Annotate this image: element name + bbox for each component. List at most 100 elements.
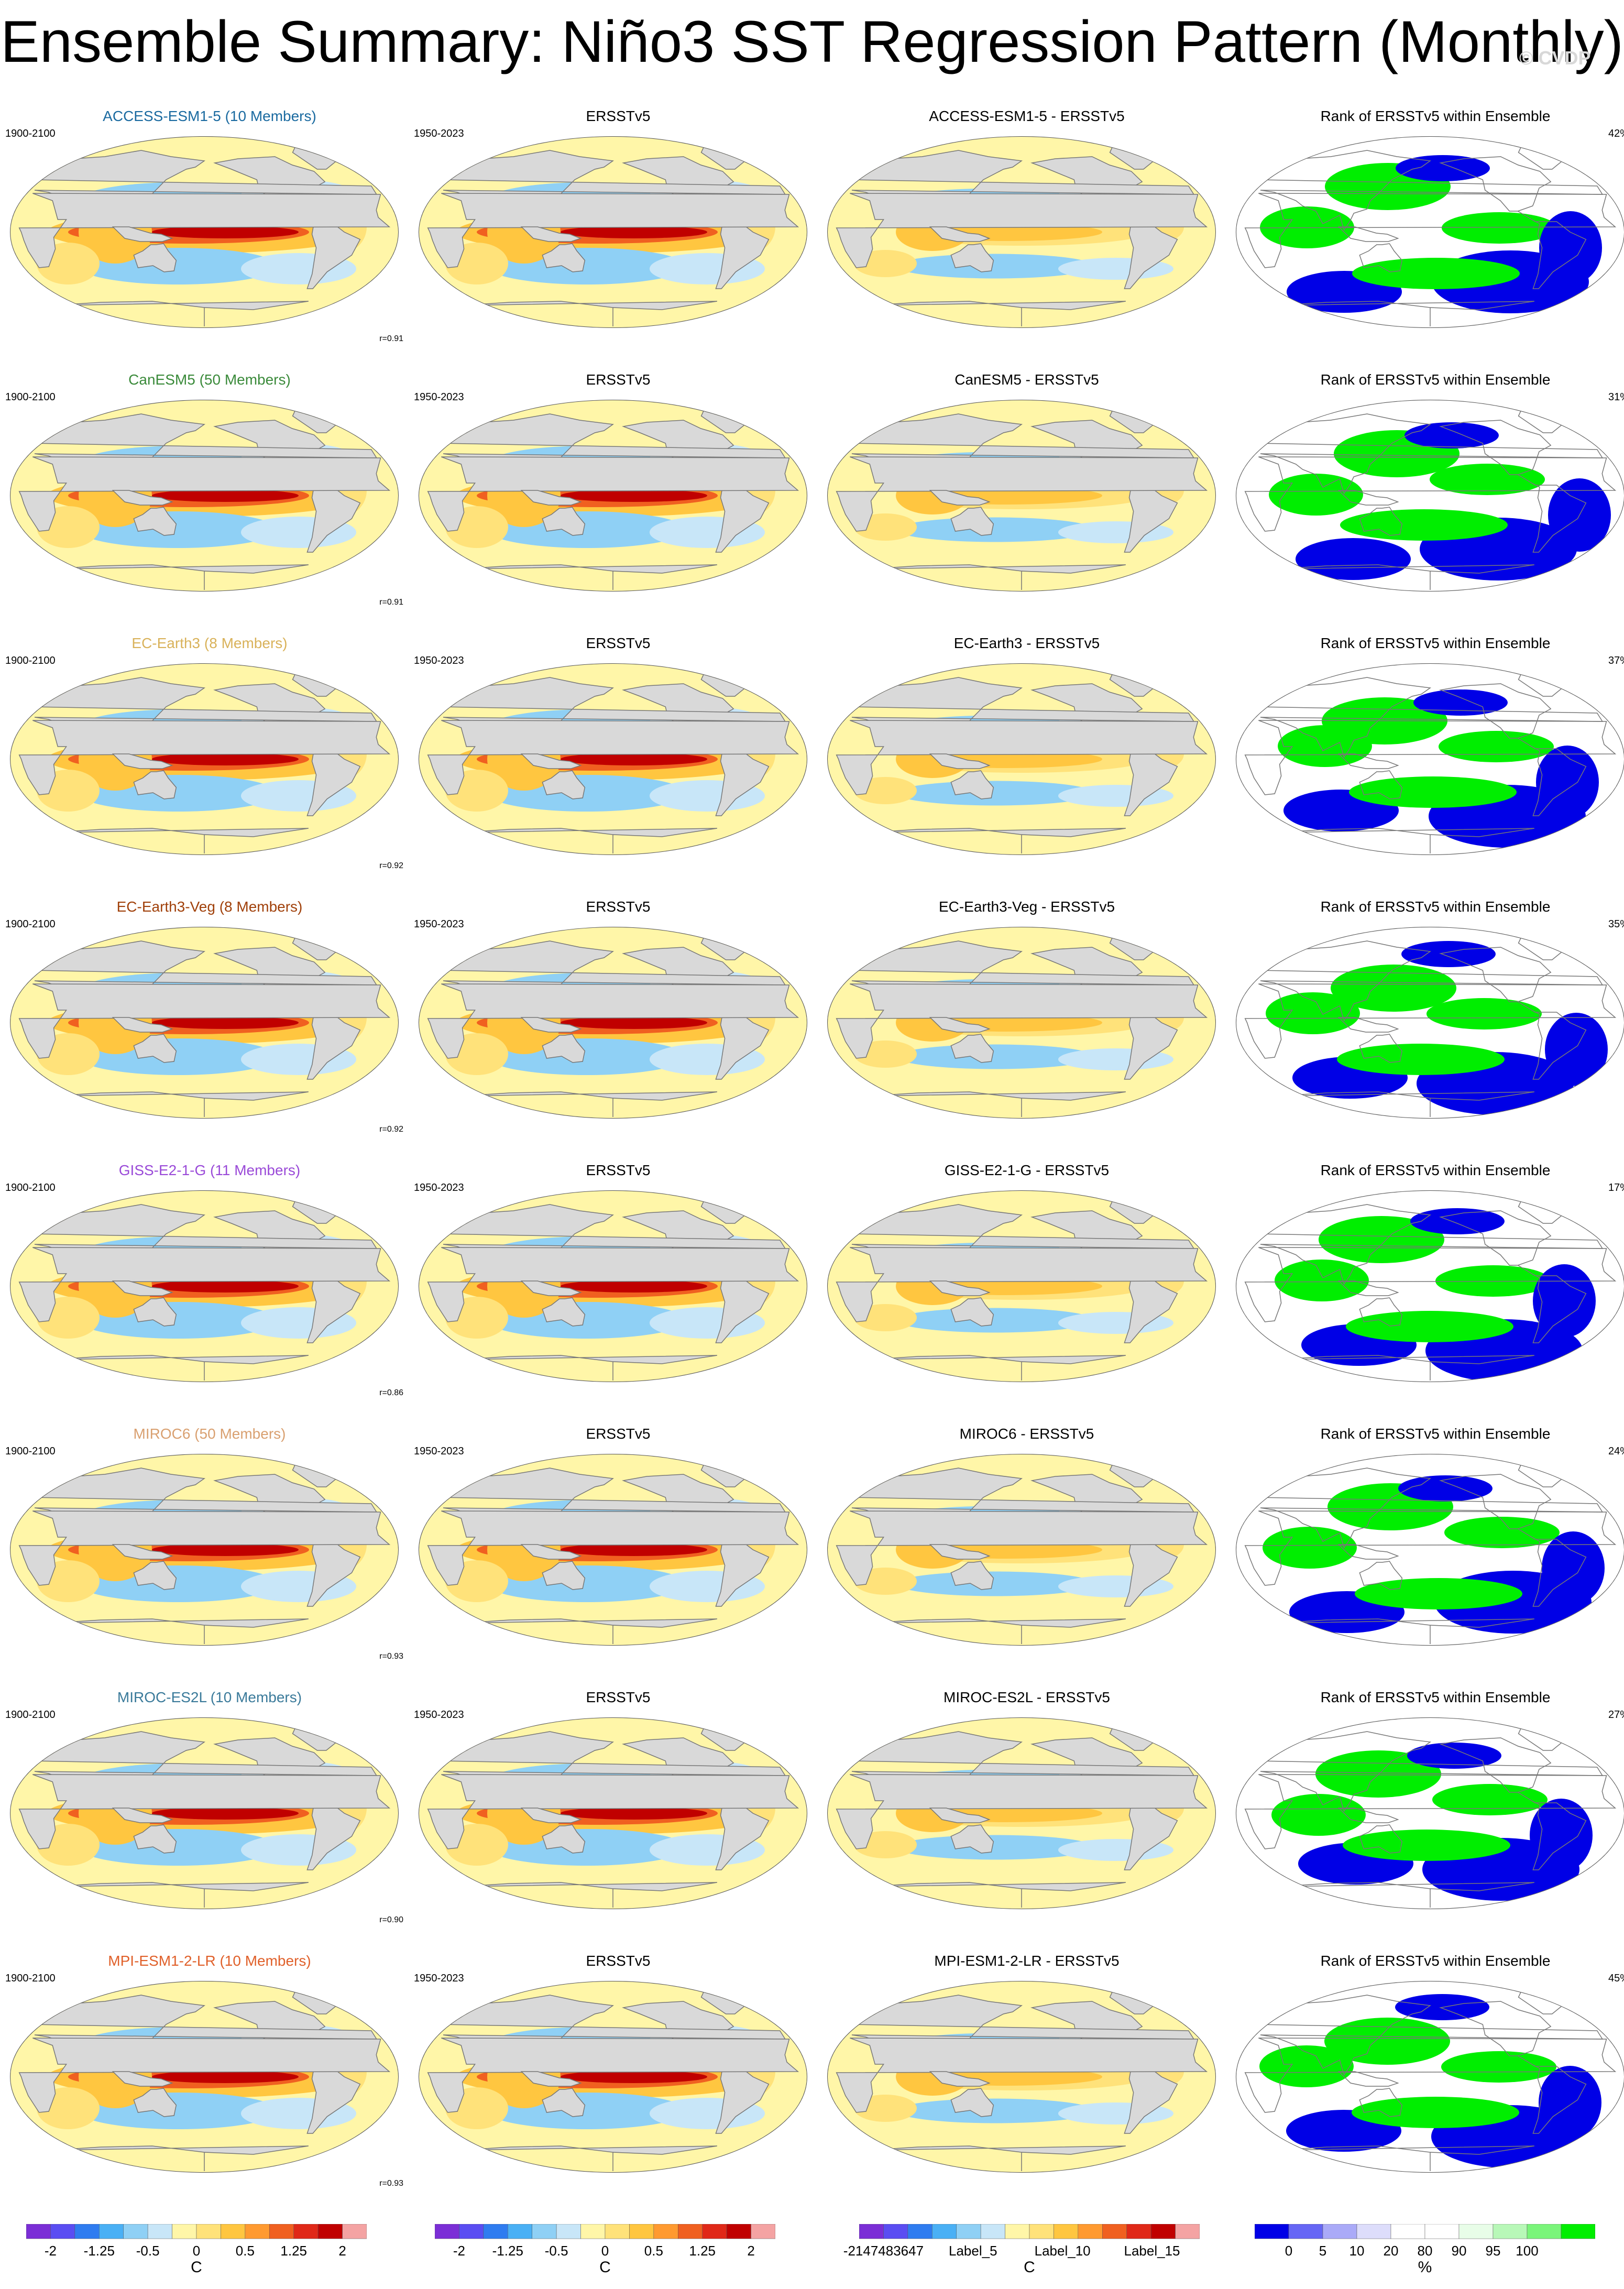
diff-panel: MPI-ESM1-2-LR - ERSSTv5 — [822, 1952, 1231, 2214]
australia-landmass — [950, 1297, 994, 1327]
antarctica-landmass — [461, 1091, 717, 1117]
colorbar-swatch — [1356, 2224, 1391, 2239]
sst-regression-map — [10, 1454, 399, 1646]
sst-regression-map — [10, 663, 399, 855]
australia-landmass — [542, 770, 586, 799]
sst-regression-map — [10, 136, 399, 328]
africa-landmass — [836, 1774, 1208, 1849]
australia-landmass — [1359, 1034, 1403, 1063]
diff-panel: EC-Earth3 - ERSSTv5 — [822, 634, 1231, 896]
sst-anomaly-region — [152, 1016, 299, 1029]
obs-panel: ERSSTv5 1950-2023 — [414, 1425, 822, 1687]
rank-percent-label: 35% — [1608, 918, 1624, 930]
sst-anomaly-region — [561, 2071, 707, 2083]
sst-anomaly-region — [896, 2098, 1095, 2123]
sst-anomaly-region — [896, 781, 1095, 806]
australia-landmass — [1359, 770, 1403, 799]
colorbar-swatch — [751, 2224, 775, 2239]
colorbar-swatch — [702, 2224, 727, 2239]
antarctica-landmass — [52, 1355, 309, 1381]
model-panel: MPI-ESM1-2-LR (10 Members) 1900-2100 r=0.9… — [5, 1952, 414, 2214]
sst-regression-map — [10, 1190, 399, 1382]
africa-landmass — [427, 193, 799, 268]
africa-landmass — [1244, 2038, 1617, 2113]
africa-landmass — [427, 1247, 799, 1322]
sst-regression-map — [419, 927, 807, 1119]
rank-region — [1266, 992, 1360, 1034]
australia-landmass — [133, 507, 177, 536]
antarctica-landmass — [52, 2145, 309, 2171]
sst-anomaly-region — [896, 1571, 1095, 1596]
maritime-continent-landmass — [1337, 753, 1399, 769]
panel-title: GISS-E2-1-G (11 Members) — [118, 1162, 301, 1178]
colorbar-tick-label: 80 — [1417, 2243, 1433, 2259]
eurasia-landmass — [1258, 1731, 1604, 1812]
sst-anomaly-region — [561, 1543, 707, 1556]
rank-region — [1355, 1578, 1522, 1609]
maritime-continent-landmass — [112, 490, 173, 506]
sst-regression-map — [827, 1454, 1216, 1646]
maritime-continent-landmass — [112, 1017, 173, 1033]
colorbar-swatch — [678, 2224, 703, 2239]
model-panel: MIROC6 (50 Members) 1900-2100 r=0.93 — [5, 1425, 414, 1687]
africa-landmass — [427, 456, 799, 532]
maritime-continent-landmass — [929, 490, 991, 506]
rank-region — [1275, 1260, 1369, 1301]
colorbar-swatch — [1561, 2224, 1595, 2239]
maritime-continent-landmass — [929, 2071, 991, 2087]
maritime-continent-landmass — [520, 1280, 582, 1296]
australia-landmass — [542, 1561, 586, 1590]
colorbar-swatch — [932, 2224, 957, 2239]
maritime-continent-landmass — [1337, 1808, 1399, 1823]
colorbar-tick-label: 0.5 — [644, 2243, 663, 2259]
africa-landmass — [18, 193, 391, 268]
eurasia-landmass — [1258, 1467, 1604, 1549]
rank-region — [1439, 731, 1554, 762]
africa-landmass — [18, 983, 391, 1059]
rank-region — [1444, 1517, 1560, 1548]
rank-panel: Rank of ERSSTv5 within Ensemble 37% — [1231, 634, 1624, 896]
model-panel: EC-Earth3 (8 Members) 1900-2100 r=0.92 — [5, 634, 414, 896]
rank-region — [1413, 689, 1508, 716]
africa-landmass — [18, 1510, 391, 1586]
colorbar-swatch — [1458, 2224, 1494, 2239]
rank-map — [1236, 927, 1624, 1119]
antarctica-landmass — [461, 301, 717, 326]
sst-anomaly-region — [561, 1280, 707, 1293]
rank-region — [1324, 2018, 1450, 2065]
colorbar-swatch — [459, 2224, 484, 2239]
antarctica-landmass — [870, 1355, 1126, 1381]
panel-title: MPI-ESM1-2-LR (10 Members) — [108, 1953, 311, 1969]
rank-region — [1404, 422, 1499, 448]
panel-title: GISS-E2-1-G - ERSSTv5 — [944, 1162, 1110, 1178]
rank-region — [1530, 1799, 1593, 1872]
sst-anomaly-region — [152, 226, 299, 238]
maritime-continent-landmass — [520, 1808, 582, 1823]
australia-landmass — [950, 2088, 994, 2117]
sst-anomaly-region — [984, 1807, 1101, 1820]
colorbar-tick-label: -0.5 — [544, 2243, 568, 2259]
panel-title: Rank of ERSSTv5 within Ensemble — [1320, 108, 1551, 124]
panel-title: MIROC6 (50 Members) — [133, 1426, 286, 1442]
rank-region — [1263, 1527, 1357, 1569]
africa-landmass — [836, 1247, 1208, 1322]
rank-region — [1542, 1531, 1605, 1605]
sst-anomaly-region — [896, 254, 1095, 279]
rank-map — [1236, 1981, 1624, 2173]
panel-title: EC-Earth3-Veg - ERSSTv5 — [938, 899, 1115, 915]
colorbar-swatch — [99, 2224, 124, 2239]
colorbar-ramp — [435, 2224, 775, 2239]
africa-landmass — [18, 456, 391, 532]
colorbar-swatch — [605, 2224, 630, 2239]
sst-anomaly-region — [561, 226, 707, 238]
rank-region — [1427, 998, 1542, 1029]
africa-landmass — [427, 720, 799, 795]
pattern-correlation-label: r=0.91 — [379, 598, 403, 607]
rank-region — [1401, 941, 1496, 967]
maritime-continent-landmass — [1337, 1544, 1399, 1560]
panel-title: ERSSTv5 — [586, 899, 651, 915]
panel-title: CanESM5 - ERSSTv5 — [954, 371, 1099, 388]
australia-landmass — [133, 243, 177, 272]
panel-title: ERSSTv5 — [586, 1426, 651, 1442]
pattern-correlation-label: r=0.92 — [379, 1125, 403, 1134]
